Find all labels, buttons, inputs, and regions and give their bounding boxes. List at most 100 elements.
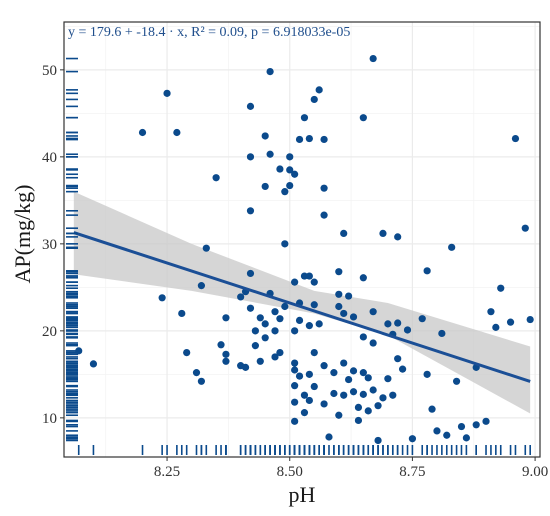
regression-line	[73, 231, 531, 383]
data-point	[349, 388, 358, 396]
data-point	[251, 342, 259, 350]
data-point	[335, 302, 343, 311]
data-point	[359, 274, 367, 282]
data-point	[173, 128, 181, 137]
data-point	[384, 320, 392, 328]
data-point	[394, 355, 402, 363]
y-tick-label: 20	[42, 324, 57, 340]
x-tick-label: 9.00	[522, 464, 548, 480]
data-point	[291, 170, 299, 178]
data-point	[291, 359, 299, 367]
data-point	[330, 369, 338, 377]
data-point	[359, 390, 367, 398]
data-point	[398, 365, 407, 373]
data-point	[271, 308, 279, 316]
data-point	[271, 327, 279, 335]
y-tick-label: 50	[42, 63, 57, 79]
data-point	[291, 278, 299, 286]
data-point	[241, 363, 250, 371]
data-point	[310, 95, 318, 104]
data-point	[222, 357, 230, 365]
data-point	[379, 394, 387, 402]
data-point	[310, 301, 318, 309]
data-point	[389, 391, 397, 399]
data-point	[305, 322, 313, 330]
data-point	[497, 284, 505, 292]
data-point	[271, 353, 279, 361]
data-point	[349, 367, 358, 375]
data-point	[197, 377, 206, 385]
data-point	[276, 165, 284, 173]
data-point	[305, 370, 313, 378]
data-point	[384, 375, 392, 383]
data-point	[178, 309, 186, 318]
data-point	[256, 314, 264, 322]
data-point	[492, 323, 500, 331]
data-point	[340, 309, 348, 318]
data-point	[369, 339, 377, 347]
data-point	[266, 150, 274, 158]
data-point	[340, 229, 348, 238]
data-point	[487, 308, 495, 316]
data-point	[335, 290, 343, 298]
regression-annotation: y = 179.6 + -18.4 · x, R² = 0.09, p = 6.…	[68, 25, 350, 40]
data-point	[526, 315, 534, 324]
data-point	[300, 391, 309, 399]
data-point	[423, 267, 431, 275]
data-point	[281, 302, 289, 311]
data-point	[506, 318, 515, 326]
data-point	[345, 292, 353, 300]
y-tick-label: 10	[42, 411, 57, 427]
data-point	[452, 377, 461, 385]
data-point	[359, 369, 367, 377]
data-point	[325, 433, 333, 441]
data-point	[158, 294, 166, 302]
data-point	[354, 403, 363, 412]
data-point	[183, 349, 191, 357]
data-point	[305, 134, 313, 143]
data-point	[261, 182, 269, 191]
data-point	[364, 407, 372, 415]
data-point	[281, 240, 289, 248]
panel-border	[63, 21, 541, 458]
data-point	[286, 181, 294, 190]
data-point	[472, 421, 480, 429]
data-point	[418, 315, 426, 323]
data-point	[266, 67, 274, 76]
data-point	[300, 409, 309, 417]
data-point	[291, 327, 299, 335]
data-point	[246, 269, 255, 278]
data-point	[433, 427, 441, 435]
data-point	[192, 369, 201, 377]
data-point	[163, 89, 171, 97]
data-point	[202, 244, 210, 252]
data-point	[217, 341, 225, 349]
data-point	[261, 320, 269, 328]
data-point	[246, 304, 255, 312]
data-point	[138, 128, 147, 137]
data-point	[315, 86, 323, 94]
data-point	[335, 268, 343, 276]
data-point	[291, 366, 299, 374]
data-point	[315, 320, 323, 328]
data-point	[320, 362, 328, 370]
data-point	[246, 153, 255, 161]
data-point	[246, 102, 255, 110]
y-axis-title: AP(mg/kg)	[10, 185, 35, 284]
data-point	[443, 431, 451, 439]
data-point	[246, 207, 255, 215]
data-point	[305, 396, 313, 405]
data-point	[369, 54, 377, 63]
data-point	[281, 188, 289, 196]
data-point	[295, 316, 304, 325]
data-point	[320, 400, 328, 408]
data-point	[394, 319, 402, 327]
data-point	[457, 422, 466, 431]
data-point	[212, 174, 220, 182]
data-point	[305, 272, 313, 280]
data-point	[310, 382, 318, 391]
x-tick-label: 8.25	[154, 464, 180, 480]
data-point	[482, 417, 490, 425]
y-tick-label: 40	[42, 150, 57, 166]
